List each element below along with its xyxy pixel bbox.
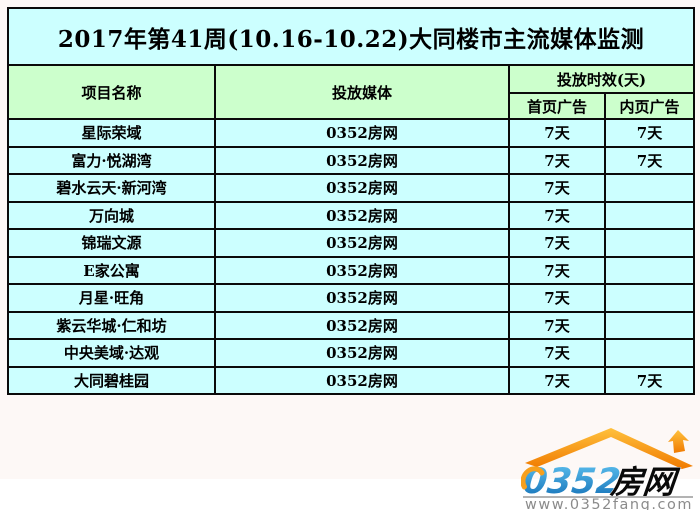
table-row: 大同碧桂园 0352房网 7天 7天 — [7, 365, 695, 395]
table-row: 锦瑞文源 0352房网 7天 — [7, 228, 695, 258]
media-cell: 0352房网 — [214, 173, 510, 203]
home-ad-cell: 7天 — [508, 228, 606, 258]
header-row-2: 首页广告 内页广告 — [8, 92, 695, 120]
report-title: 2017年第41周(10.16-10.22)大同楼市主流媒体监测 — [7, 7, 695, 66]
media-cell: 0352房网 — [214, 118, 510, 148]
inner-ad-cell — [604, 255, 695, 285]
inner-ad-cell — [604, 173, 695, 203]
project-cell: 大同碧桂园 — [7, 365, 216, 395]
project-cell: 中央美域·达观 — [7, 338, 216, 368]
project-cell: 万向城 — [7, 200, 216, 230]
col-header-home-ad: 首页广告 — [508, 92, 606, 120]
inner-ad-cell — [604, 200, 695, 230]
home-ad-cell: 7天 — [508, 338, 606, 368]
media-cell: 0352房网 — [214, 310, 510, 340]
col-header-media: 投放媒体 — [214, 64, 510, 120]
table-row: E家公寓 0352房网 7天 — [7, 255, 695, 285]
roof-icon — [525, 428, 693, 469]
home-ad-cell: 7天 — [508, 118, 606, 148]
project-cell: 星际荣域 — [7, 118, 216, 148]
brand-url: www.0352fang.com — [525, 497, 693, 510]
home-ad-cell: 7天 — [508, 365, 606, 395]
project-cell: 富力·悦湖湾 — [7, 145, 216, 175]
project-cell: 锦瑞文源 — [7, 228, 216, 258]
home-ad-cell: 7天 — [508, 200, 606, 230]
up-arrow-icon — [668, 430, 689, 453]
table-row: 月星·旺角 0352房网 7天 — [7, 283, 695, 313]
col-header-inner-ad: 内页广告 — [604, 92, 695, 120]
media-cell: 0352房网 — [214, 283, 510, 313]
project-cell: E家公寓 — [7, 255, 216, 285]
project-cell: 碧水云天·新河湾 — [7, 173, 216, 203]
home-ad-cell: 7天 — [508, 283, 606, 313]
table-row: 紫云华城·仁和坊 0352房网 7天 — [7, 310, 695, 340]
media-cell: 0352房网 — [214, 255, 510, 285]
table-row: 星际荣域 0352房网 7天 7天 — [7, 118, 695, 148]
media-cell: 0352房网 — [214, 338, 510, 368]
brand-logo: 0352 房网 www.0352fang.com — [521, 425, 699, 510]
table-row: 万向城 0352房网 7天 — [7, 200, 695, 230]
media-cell: 0352房网 — [214, 200, 510, 230]
home-ad-cell: 7天 — [508, 255, 606, 285]
brand-name: 房网 — [608, 463, 682, 501]
header-row-1: 项目名称 投放媒体 投放时效(天) — [7, 64, 695, 120]
home-ad-cell: 7天 — [508, 173, 606, 203]
inner-ad-cell — [604, 228, 695, 258]
media-cell: 0352房网 — [214, 145, 510, 175]
inner-ad-cell — [604, 310, 695, 340]
home-ad-cell: 7天 — [508, 145, 606, 175]
inner-ad-cell: 7天 — [604, 145, 695, 175]
home-ad-cell: 7天 — [508, 310, 606, 340]
project-cell: 紫云华城·仁和坊 — [7, 310, 216, 340]
zero-ring-accent — [521, 466, 545, 490]
inner-ad-cell: 7天 — [604, 118, 695, 148]
title-row: 2017年第41周(10.16-10.22)大同楼市主流媒体监测 — [7, 7, 695, 66]
media-cell: 0352房网 — [214, 228, 510, 258]
media-cell: 0352房网 — [214, 365, 510, 395]
inner-ad-cell: 7天 — [604, 365, 695, 395]
table-row: 碧水云天·新河湾 0352房网 7天 — [7, 173, 695, 203]
inner-ad-cell — [604, 283, 695, 313]
inner-ad-cell — [604, 338, 695, 368]
table-row: 富力·悦湖湾 0352房网 7天 7天 — [7, 145, 695, 175]
report-table: 2017年第41周(10.16-10.22)大同楼市主流媒体监测 项目名称 投放… — [7, 7, 695, 395]
col-header-project: 项目名称 — [7, 64, 216, 120]
table-row: 中央美域·达观 0352房网 7天 — [7, 338, 695, 368]
col-header-duration-group: 投放时效(天) — [508, 64, 695, 94]
project-cell: 月星·旺角 — [7, 283, 216, 313]
